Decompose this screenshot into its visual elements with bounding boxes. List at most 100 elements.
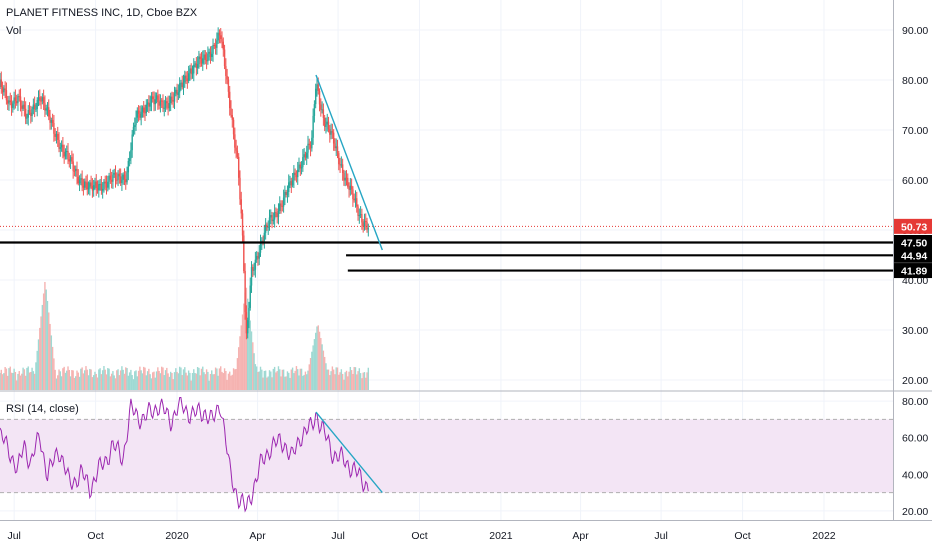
volume-bar <box>184 367 186 390</box>
y-tick-label: 60.00 <box>902 175 928 187</box>
candle-body <box>55 134 58 137</box>
candle-body <box>290 181 293 186</box>
candle-body <box>264 224 267 233</box>
x-tick-label: Apr <box>572 530 589 542</box>
candle-body <box>33 104 36 110</box>
volume-bar <box>143 366 145 390</box>
volume-bar <box>66 370 68 390</box>
volume-bar <box>86 369 88 390</box>
volume-bar <box>100 374 103 390</box>
support-price-label: 44.94 <box>901 250 927 262</box>
volume-bar <box>5 368 8 390</box>
rsi-trendline <box>315 411 383 494</box>
candle-body <box>320 104 322 110</box>
volume-bar <box>95 373 97 390</box>
candle-body <box>122 174 124 180</box>
volume-bar <box>191 373 194 390</box>
volume-bar <box>241 314 244 390</box>
y-axis: 20.0030.0040.0050.0060.0070.0080.0090.00… <box>902 25 928 518</box>
volume-bar <box>354 367 357 390</box>
volume-bar <box>303 374 305 390</box>
candle-body <box>234 134 236 148</box>
volume-bar <box>220 366 222 390</box>
candle-body <box>148 102 150 107</box>
candle-body <box>187 73 190 82</box>
candle-body <box>363 221 366 227</box>
candle-body <box>366 221 368 230</box>
candle-body <box>21 105 23 109</box>
volume-bar <box>277 366 280 390</box>
candle-body <box>221 38 223 42</box>
volume-bar <box>132 379 135 390</box>
candle-body <box>245 312 248 334</box>
candle-body <box>19 96 22 106</box>
volume-bar <box>350 370 353 390</box>
volume-bar <box>186 375 189 390</box>
candle-body <box>295 175 298 178</box>
candle-body <box>288 182 290 193</box>
volume-bar <box>293 373 295 390</box>
volume-bar <box>270 371 272 390</box>
candle-body <box>291 180 294 186</box>
candle-body <box>114 172 117 180</box>
volume-bar <box>167 373 169 390</box>
candle-body <box>76 168 78 177</box>
volume-bar <box>313 339 316 390</box>
volume-bar <box>244 292 246 390</box>
x-tick-label: Jul <box>654 530 667 542</box>
volume-bar <box>352 373 354 390</box>
candle-body <box>91 185 94 191</box>
volume-bar <box>225 371 227 390</box>
volume-bar <box>345 370 348 390</box>
x-tick-label: Oct <box>87 530 103 542</box>
volume-bar <box>290 369 293 390</box>
volume-bar <box>182 369 185 390</box>
candle-body <box>267 226 269 228</box>
candle-body <box>17 96 19 104</box>
candle-body <box>336 146 339 154</box>
volume-bar <box>356 374 358 390</box>
candle-body <box>77 176 79 184</box>
candle-body <box>299 164 301 169</box>
volume-bar <box>164 370 167 390</box>
y-tick-label: 30.00 <box>902 325 928 337</box>
rsi-tick-label: 60.00 <box>902 433 928 445</box>
candle-body <box>339 164 341 166</box>
candle-body <box>31 109 33 116</box>
candle-body <box>304 154 307 158</box>
candle-body <box>300 166 303 169</box>
volume-bar <box>195 373 198 390</box>
volume-bar <box>203 372 205 390</box>
volume-bar <box>266 377 268 390</box>
candle-body <box>44 102 46 111</box>
volume-bar <box>19 375 22 390</box>
volume-bar <box>87 375 90 390</box>
volume-bar <box>295 366 298 390</box>
candle-body <box>259 241 262 253</box>
volume-bar <box>135 370 137 390</box>
price-candles <box>0 27 370 340</box>
candle-body <box>50 119 53 123</box>
candle-body <box>64 151 67 157</box>
candle-body <box>92 185 95 191</box>
candle-body <box>149 103 151 107</box>
volume-bar <box>10 372 13 390</box>
x-tick-label: 2022 <box>812 530 836 542</box>
candle-body <box>277 210 280 218</box>
candle-body <box>139 113 141 118</box>
volume-bar <box>3 373 5 390</box>
volume-bars <box>0 281 370 390</box>
volume-bar <box>85 366 87 390</box>
volume-bar <box>31 367 33 390</box>
volume-bar <box>163 375 165 390</box>
volume-bar <box>193 369 195 390</box>
volume-bar <box>316 326 318 390</box>
volume-bar <box>208 380 210 390</box>
candle-body <box>109 175 112 180</box>
candle-body <box>303 154 305 158</box>
candle-body <box>178 83 181 93</box>
volume-bar <box>48 312 50 390</box>
volume-bar <box>112 371 114 390</box>
candle-body <box>49 116 51 123</box>
